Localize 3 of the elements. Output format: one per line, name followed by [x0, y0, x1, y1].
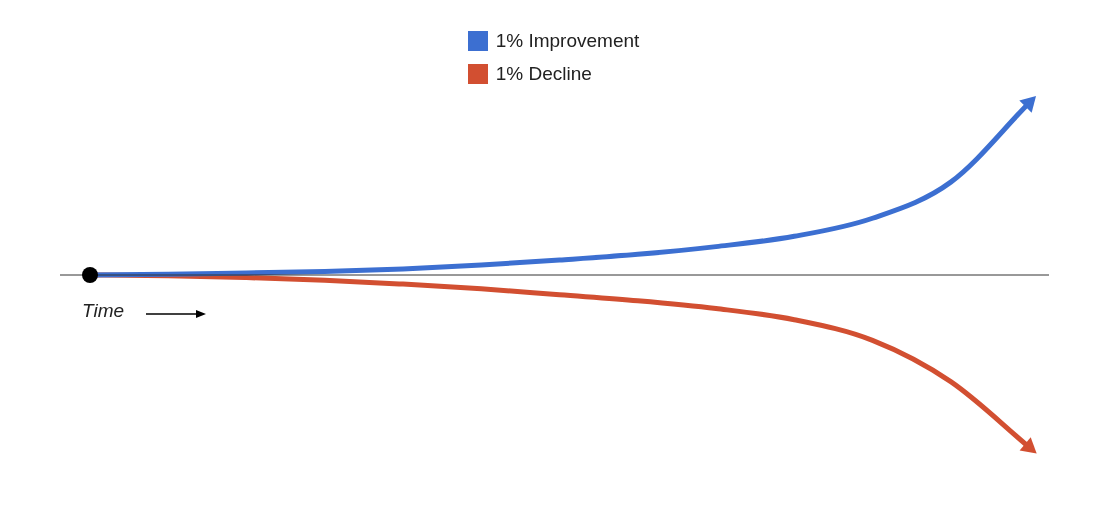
annotation: Time: [82, 300, 125, 321]
legend-label: 1% Improvement: [495, 30, 640, 52]
legend-label: 1% Decline: [495, 63, 592, 85]
